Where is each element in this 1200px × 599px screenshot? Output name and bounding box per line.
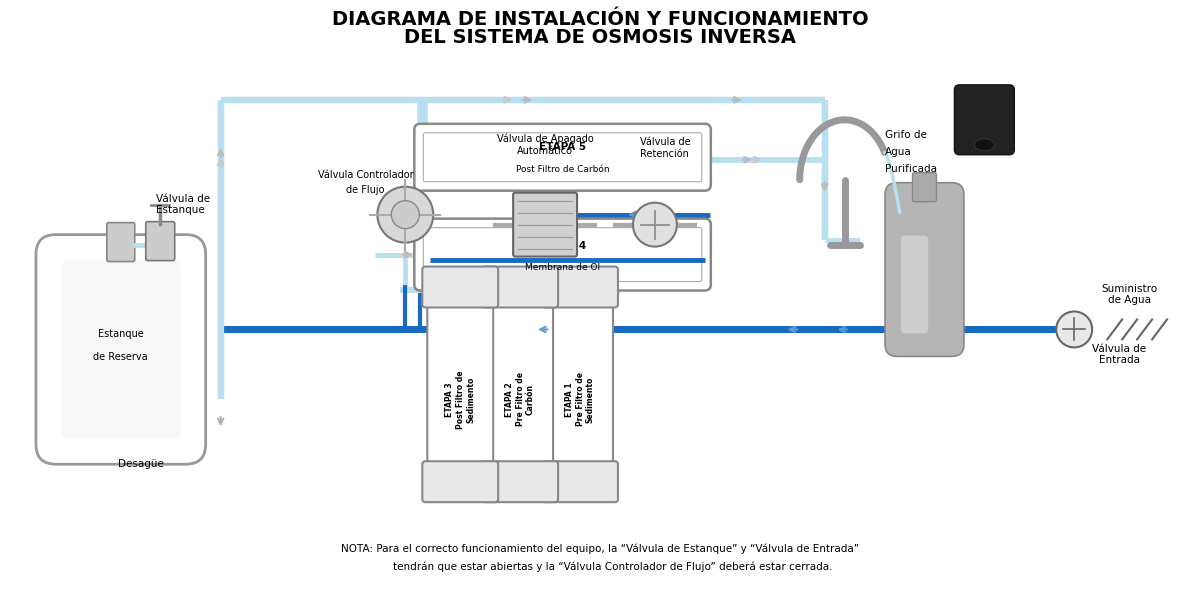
Text: Válvula de
Entrada: Válvula de Entrada [1092,344,1146,365]
Circle shape [632,202,677,247]
Text: Grifo de: Grifo de [884,130,926,140]
Text: Membrana de OI: Membrana de OI [526,263,600,273]
FancyBboxPatch shape [954,85,1014,155]
Text: ETAPA 4: ETAPA 4 [539,241,586,250]
Text: Válvula de Apagado
Automático: Válvula de Apagado Automático [497,134,594,156]
FancyBboxPatch shape [514,193,577,256]
Text: Válvula de
Estanque: Válvula de Estanque [156,194,210,216]
Text: ETAPA 3
Post Filtro de
Sedimento: ETAPA 3 Post Filtro de Sedimento [445,370,475,428]
Text: ETAPA 1
Pre Filtro de
Sedimento: ETAPA 1 Pre Filtro de Sedimento [565,373,595,426]
Text: NOTA: Para el correcto funcionamiento del equipo, la “Válvula de Estanque” y “Vá: NOTA: Para el correcto funcionamiento de… [341,544,859,554]
Text: Válvula de
Retención: Válvula de Retención [640,137,690,159]
FancyBboxPatch shape [547,297,613,472]
FancyBboxPatch shape [901,235,929,334]
FancyBboxPatch shape [414,219,710,291]
Text: Suministro
de Agua: Suministro de Agua [1102,284,1157,305]
FancyBboxPatch shape [107,223,134,262]
FancyBboxPatch shape [542,267,618,307]
Text: ETAPA 2
Pre Filtro de
Carbón: ETAPA 2 Pre Filtro de Carbón [505,373,535,426]
Text: tendrán que estar abiertas y la “Válvula Controlador de Flujo” deberá estar cerr: tendrán que estar abiertas y la “Válvula… [367,562,833,572]
Text: de Reserva: de Reserva [94,352,148,362]
Ellipse shape [974,139,995,151]
FancyBboxPatch shape [422,461,498,502]
Text: Post Filtro de Carbón: Post Filtro de Carbón [516,165,610,174]
Text: Desagüe: Desagüe [118,459,163,469]
FancyBboxPatch shape [886,183,964,356]
FancyBboxPatch shape [145,222,175,261]
FancyBboxPatch shape [36,235,205,464]
FancyBboxPatch shape [482,461,558,502]
FancyBboxPatch shape [912,173,936,202]
Text: DEL SISTEMA DE OSMOSIS INVERSA: DEL SISTEMA DE OSMOSIS INVERSA [404,28,796,47]
Text: ETAPA 5: ETAPA 5 [539,143,586,152]
Text: Agua: Agua [884,147,911,157]
Text: DIAGRAMA DE INSTALACIÓN Y FUNCIONAMIENTO: DIAGRAMA DE INSTALACIÓN Y FUNCIONAMIENTO [331,10,869,29]
FancyBboxPatch shape [482,267,558,307]
Circle shape [377,187,433,243]
FancyBboxPatch shape [542,461,618,502]
Text: Purificada: Purificada [884,164,936,174]
FancyBboxPatch shape [414,124,710,190]
FancyBboxPatch shape [422,267,498,307]
FancyBboxPatch shape [61,259,181,439]
FancyBboxPatch shape [427,297,493,472]
FancyBboxPatch shape [487,297,553,472]
Text: Válvula Controlador: Válvula Controlador [318,170,413,180]
Text: Estanque: Estanque [98,329,144,340]
Circle shape [391,201,419,229]
Text: de Flujo: de Flujo [346,184,385,195]
Circle shape [1056,311,1092,347]
